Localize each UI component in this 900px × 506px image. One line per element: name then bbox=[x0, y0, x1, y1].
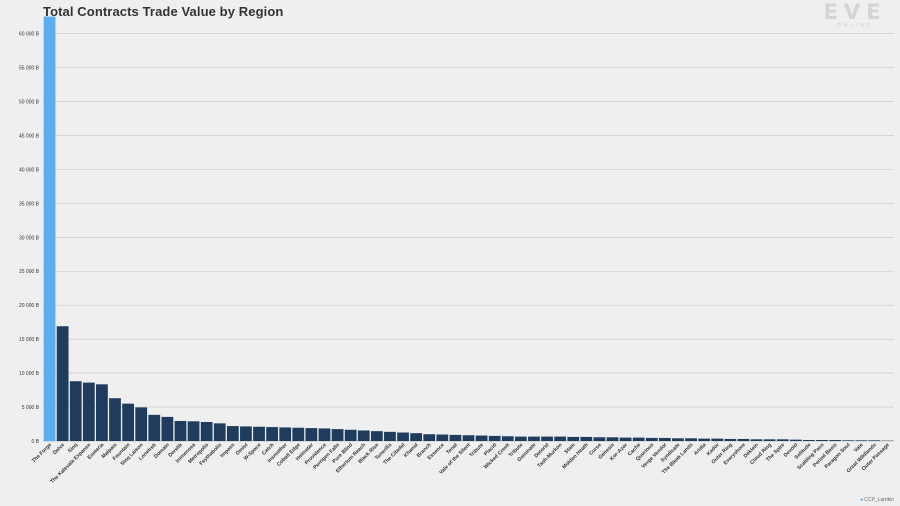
bar bbox=[737, 438, 750, 441]
bar bbox=[789, 439, 802, 441]
bar bbox=[266, 427, 279, 441]
y-tick-label: 50 000 B bbox=[19, 99, 40, 105]
bar bbox=[580, 436, 593, 441]
bar bbox=[370, 431, 383, 441]
bar bbox=[816, 439, 828, 441]
bar bbox=[606, 437, 619, 441]
bar bbox=[56, 326, 69, 441]
bar bbox=[619, 437, 632, 441]
bar bbox=[69, 381, 82, 441]
x-tick-label: Impass bbox=[219, 442, 236, 459]
bar bbox=[554, 436, 567, 441]
chart-title: Total Contracts Trade Value by Region bbox=[43, 4, 284, 19]
bar bbox=[685, 438, 697, 441]
bar bbox=[423, 434, 436, 441]
twitter-bird-icon: ● bbox=[860, 497, 864, 503]
bar bbox=[803, 439, 815, 441]
bar bbox=[200, 421, 213, 441]
y-tick-label: 55 000 B bbox=[19, 66, 40, 72]
gridlines bbox=[43, 33, 894, 442]
bar bbox=[240, 426, 252, 441]
x-tick-label: The Forge bbox=[31, 442, 53, 464]
bar bbox=[868, 440, 881, 441]
y-tick-label: 10 000 B bbox=[19, 371, 40, 377]
x-tick-label: Vale bbox=[853, 442, 865, 454]
bar bbox=[410, 433, 423, 441]
bar bbox=[672, 438, 684, 441]
bar bbox=[632, 437, 645, 441]
bar bbox=[226, 426, 239, 441]
bar bbox=[187, 421, 200, 441]
bar bbox=[318, 428, 331, 441]
bar bbox=[514, 436, 527, 441]
bar bbox=[750, 439, 763, 441]
author-credit: ●CCP_Larrikin bbox=[860, 497, 894, 503]
y-axis-ticks: 0 B 5 000 B 10 000 B 15 000 B 20 000 B 25 000… bbox=[19, 32, 40, 445]
logo-subtitle: ONLINE bbox=[836, 23, 874, 29]
bar bbox=[724, 438, 737, 441]
y-tick-label: 35 000 B bbox=[19, 201, 40, 207]
y-tick-label: 5 000 B bbox=[22, 405, 40, 411]
bar bbox=[174, 420, 187, 441]
logo-wordmark: EVE bbox=[823, 0, 887, 24]
bar bbox=[829, 439, 841, 441]
bar bbox=[475, 435, 488, 441]
bar bbox=[253, 426, 265, 441]
bar bbox=[436, 434, 449, 441]
bar bbox=[279, 427, 292, 441]
x-tick-label: Tribute bbox=[469, 442, 486, 459]
bar bbox=[501, 436, 514, 441]
bar bbox=[658, 437, 671, 441]
bar bbox=[488, 435, 501, 441]
bar bbox=[698, 438, 711, 441]
bar bbox=[462, 435, 475, 441]
bar bbox=[148, 414, 161, 441]
bar bbox=[109, 398, 121, 441]
bar bbox=[384, 431, 396, 441]
bar bbox=[135, 407, 148, 441]
y-tick-label: 20 000 B bbox=[19, 303, 40, 309]
y-tick-label: 60 000 B bbox=[19, 32, 40, 38]
bar bbox=[43, 16, 56, 442]
bar bbox=[122, 403, 134, 441]
eve-online-logo: EVE ONLINE bbox=[822, 1, 888, 29]
bar bbox=[711, 438, 724, 441]
bar bbox=[292, 427, 305, 441]
y-tick-label: 30 000 B bbox=[19, 235, 40, 241]
bar bbox=[305, 428, 318, 441]
bar bbox=[213, 423, 226, 441]
bar bbox=[593, 437, 606, 441]
bar bbox=[82, 382, 95, 441]
bar bbox=[645, 437, 658, 441]
bars bbox=[43, 16, 894, 442]
bar bbox=[842, 440, 855, 441]
bar bbox=[528, 436, 540, 441]
x-tick-label: Delve bbox=[52, 442, 66, 456]
y-tick-label: 45 000 B bbox=[19, 133, 40, 139]
bar bbox=[331, 429, 344, 441]
bar bbox=[344, 429, 357, 441]
y-tick-label: 0 B bbox=[31, 439, 39, 445]
bar bbox=[397, 432, 409, 441]
bar bbox=[855, 440, 868, 441]
bar bbox=[567, 436, 580, 441]
bar bbox=[357, 430, 370, 441]
bar bbox=[161, 416, 174, 441]
bar bbox=[96, 384, 108, 441]
bar bbox=[449, 434, 462, 441]
x-tick-label: Aridia bbox=[693, 442, 708, 457]
y-tick-label: 15 000 B bbox=[19, 337, 40, 343]
bar bbox=[763, 439, 776, 441]
bar bbox=[541, 436, 553, 441]
author-handle: CCP_Larrikin bbox=[864, 497, 894, 503]
y-tick-label: 25 000 B bbox=[19, 269, 40, 275]
y-tick-label: 40 000 B bbox=[19, 167, 40, 173]
bar bbox=[776, 439, 789, 441]
